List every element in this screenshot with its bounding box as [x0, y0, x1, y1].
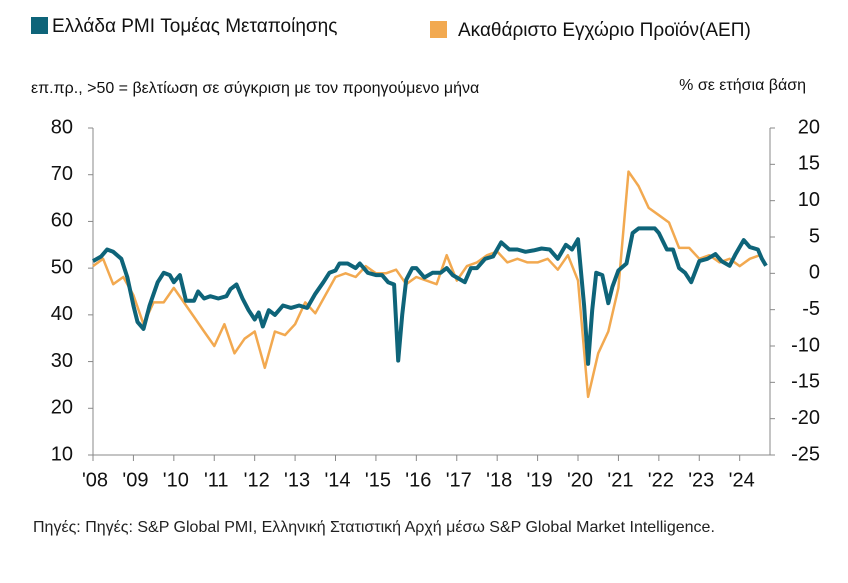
y-tick-label: 60	[51, 210, 73, 232]
y2-tick-label: 0	[809, 262, 820, 284]
y-tick-label: 40	[51, 303, 73, 325]
x-tick-label: '18	[486, 469, 512, 491]
y2-tick-label: -15	[791, 371, 820, 393]
y-tick-label: 30	[51, 350, 73, 372]
x-tick-label: '16	[405, 469, 431, 491]
y-tick-label: 10	[51, 443, 73, 465]
series-line	[92, 170, 761, 399]
x-tick-label: '14	[324, 469, 350, 491]
y2-tick-label: -20	[791, 407, 820, 429]
source-note: Πηγές: Πηγές: S&P Global PMI, Ελληνική Σ…	[33, 519, 715, 536]
x-tick-label: '22	[648, 469, 674, 491]
x-tick-label: '10	[163, 469, 189, 491]
x-tick-label: '15	[365, 469, 391, 491]
x-tick-label: '21	[607, 469, 633, 491]
x-tick-label: '11	[204, 469, 229, 491]
x-tick-label: '08	[82, 469, 108, 491]
legend-swatch	[31, 17, 48, 34]
y-axis-title: επ.πρ., >50 = βελτίωση σε σύγκριση με το…	[31, 80, 479, 97]
y-tick-label: 20	[51, 397, 73, 419]
y2-tick-label: 5	[809, 225, 820, 247]
y2-tick-label: -5	[802, 298, 820, 320]
x-tick-label: '24	[729, 469, 755, 491]
x-tick-label: '13	[284, 469, 310, 491]
x-tick-label: '17	[446, 469, 472, 491]
x-tick-label: '12	[244, 469, 270, 491]
x-tick-label: '20	[567, 469, 593, 491]
y2-tick-label: 10	[798, 189, 820, 211]
chart: Ελλάδα PMI Τομέας Μεταποίησης Ακαθάριστο…	[31, 16, 820, 491]
y-tick-label: 70	[51, 163, 73, 185]
x-tick-label: '09	[122, 469, 148, 491]
y2-tick-label: 15	[798, 153, 820, 175]
legend-label: Ελλάδα PMI Τομέας Μεταποίησης	[52, 16, 337, 37]
y2-tick-label: 20	[798, 116, 820, 138]
y2-axis-title: % σε ετήσια βάση	[679, 77, 806, 94]
y-tick-label: 50	[51, 256, 73, 278]
x-tick-label: '23	[688, 469, 714, 491]
y-tick-label: 80	[51, 116, 73, 138]
series-line	[92, 226, 768, 366]
x-tick-label: '19	[527, 469, 553, 491]
y2-tick-label: -10	[791, 334, 820, 356]
legend-swatch	[430, 21, 447, 38]
legend-label: Ακαθάριστο Εγχώριο Προϊόν(ΑΕΠ)	[458, 20, 751, 41]
y2-tick-label: -25	[791, 443, 820, 465]
